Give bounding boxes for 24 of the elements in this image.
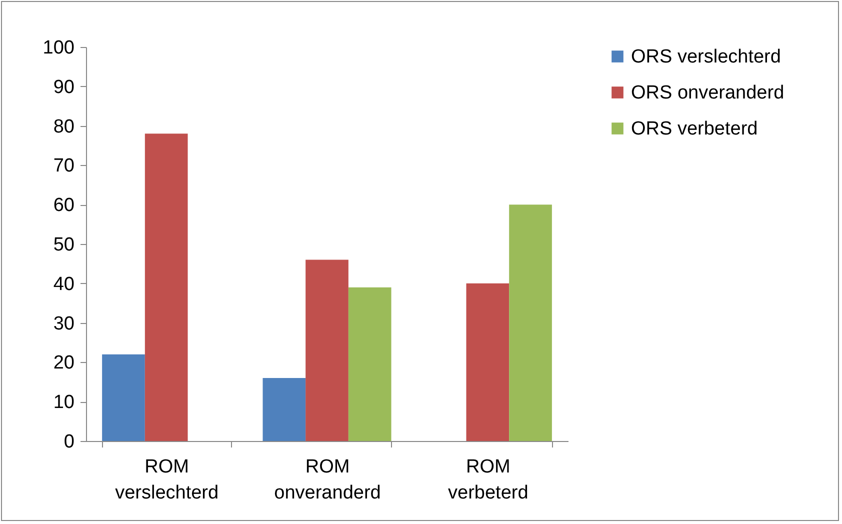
x-tick-label: ROM verslechterd [115,456,219,504]
y-tick-label: 10 [53,392,74,414]
y-tick-label: 90 [53,76,74,98]
y-tick-label: 50 [53,234,74,256]
bar [509,204,552,441]
x-tick-label: ROM verbeterd [448,456,528,504]
bar [102,354,145,441]
bar [348,287,392,441]
legend-label: ORS onveranderd [631,82,784,104]
bar [306,260,348,441]
y-tick-label: 100 [42,38,74,58]
y-tick-label: 20 [53,352,74,374]
y-tick-label: 70 [53,156,74,177]
legend-label: ORS verslechterd [631,46,781,68]
y-tick-label: 30 [53,313,74,334]
legend-label: ORS verbeterd [631,118,758,140]
bar [466,283,510,441]
bar [262,378,306,441]
bar [144,134,188,441]
y-tick-label: 0 [64,432,74,452]
y-tick-label: 60 [53,195,74,216]
x-tick-label: ROM onveranderd [274,456,381,504]
y-tick-label: 80 [53,116,74,138]
y-tick-label: 40 [53,274,74,295]
